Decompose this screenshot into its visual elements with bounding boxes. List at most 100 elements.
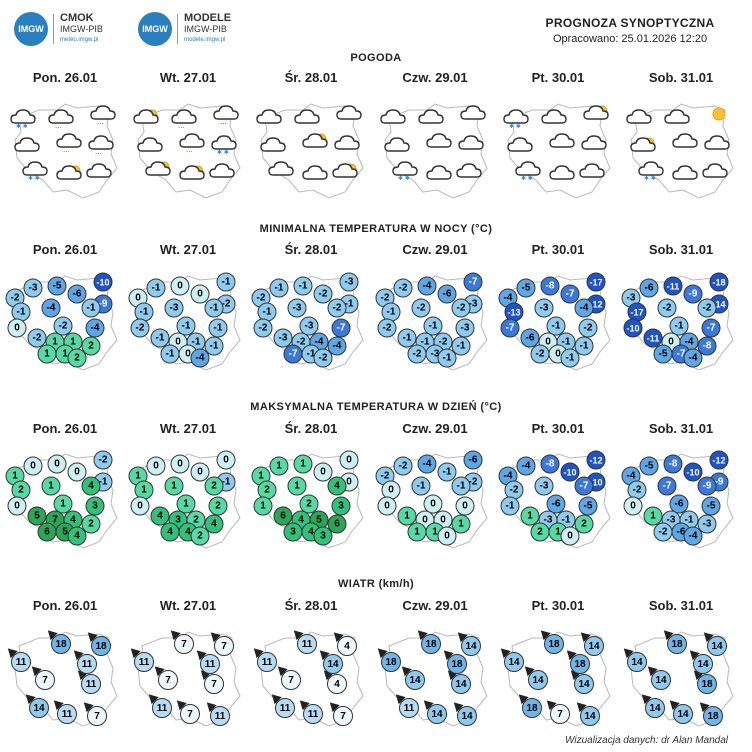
tmin-marker: -4: [190, 348, 210, 368]
wind-marker: 11: [193, 646, 220, 674]
sun-icon: [706, 104, 732, 124]
tmin-marker: 1: [37, 344, 57, 364]
svg-text:✱ ✱: ✱ ✱: [16, 123, 28, 130]
header: IMGW CMOK IMGW-PIB meteo.imgw.pl IMGW MO…: [0, 0, 752, 50]
tmax-marker: 0: [130, 496, 150, 516]
wind-marker: 14: [666, 696, 693, 724]
wind-marker: 14: [644, 662, 671, 690]
tmax-marker: 3: [85, 496, 105, 516]
tmin-marker: -2: [53, 316, 73, 336]
cloud-icon: [672, 164, 698, 184]
tmin-marker: -6: [437, 284, 457, 304]
wind-marker: 4: [320, 666, 347, 694]
tmin-marker: -7: [283, 344, 303, 364]
day-label: Śr. 28.01: [284, 421, 338, 436]
tmax-marker: 6: [37, 522, 57, 542]
tmax-marker: 1: [269, 456, 289, 476]
wind-marker: 18: [660, 626, 687, 654]
map-weather: [253, 96, 369, 202]
day-label: Śr. 28.01: [284, 70, 338, 85]
cloud-snow-icon: ✱ ✱: [503, 108, 529, 130]
tmin-marker: -1: [437, 348, 457, 368]
tmin-marker: -3: [534, 298, 554, 318]
tmin-marker: -1: [269, 278, 289, 298]
map-weather: ✱ ✱ ⁚⁚⁚ ⁚⁚⁚ ⁚⁚⁚ ⁚⁚⁚ ✱ ✱: [7, 96, 123, 202]
wind-marker: 18: [515, 690, 542, 718]
tmin-marker: -17: [586, 272, 606, 292]
svg-text:⁚⁚⁚: ⁚⁚⁚: [55, 122, 62, 130]
tmax-marker: 6: [327, 514, 347, 534]
logo-org: IMGW-PIB: [60, 23, 103, 34]
tmax-marker: -4: [417, 454, 437, 474]
day-label: Pt. 30.01: [531, 421, 585, 436]
day-label: Sob. 31.01: [648, 421, 714, 436]
wind-marker: 14: [316, 646, 343, 674]
cloud-icon: [507, 136, 533, 156]
tmin-marker: 2: [81, 336, 101, 356]
map-wind: 11 18 18 7 11 14 11 7 11: [4, 624, 123, 730]
cloud-snow-icon: ✱ ✱: [638, 160, 664, 182]
tmax-marker: 4: [160, 522, 180, 542]
day-label: Pt. 30.01: [531, 70, 585, 85]
tmax-marker: 4: [67, 526, 87, 546]
tmax-marker: 0: [47, 454, 67, 474]
tmin-marker: -3: [164, 298, 184, 318]
modele-logo[interactable]: IMGW MODELE IMGW-PIB modele.imgw.pl: [138, 12, 231, 46]
cloud-rain-icon: ⁚⁚⁚: [90, 104, 116, 126]
cloud-rain-icon: ⁚⁚⁚: [48, 108, 74, 130]
cloud-snow-icon: ✱ ✱: [10, 108, 36, 130]
tmin-marker: -2: [377, 318, 397, 338]
tmax-marker: 1: [407, 522, 427, 542]
tmin-marker: -7: [463, 272, 483, 292]
tmin-marker: -4: [41, 298, 61, 318]
tmin-marker: -10: [93, 272, 113, 292]
tmax-marker: 2: [574, 514, 594, 534]
wind-marker: 7: [274, 662, 301, 690]
tmax-marker: 1: [134, 480, 154, 500]
tmax-marker: 2: [208, 496, 228, 516]
wind-marker: 14: [444, 666, 471, 694]
tmin-marker: -2: [327, 298, 347, 318]
tmax-marker: 1: [164, 476, 184, 496]
cmok-logo[interactable]: IMGW CMOK IMGW-PIB meteo.imgw.pl: [14, 12, 103, 46]
wind-marker: 14: [420, 696, 447, 724]
map-tmax: 0 0 0 1 0 -1 1 1 2 0 1 2 4 3 2 4 4 4 2: [128, 446, 246, 552]
footer-credit: Wizualizacja danych: dr Alan Mandal: [565, 735, 728, 746]
day-label: Czw. 29.01: [402, 70, 468, 85]
tmin-marker: -5: [653, 344, 673, 364]
tmax-marker: -2: [653, 522, 673, 542]
tmax-marker: 1: [451, 514, 471, 534]
wind-marker: 11: [4, 644, 31, 672]
tmax-marker: 0: [423, 494, 443, 514]
tmin-marker: -7: [500, 318, 520, 338]
cloud-icon: [426, 164, 452, 184]
partly-sunny-icon: [302, 132, 328, 152]
logo-name: MODELE: [184, 11, 232, 24]
day-label: Wt. 27.01: [159, 421, 217, 436]
tmin-marker: -1: [560, 348, 580, 368]
tmax-marker: 0: [437, 526, 457, 546]
logo-mark: IMGW: [142, 23, 168, 34]
partly-sunny-icon: [630, 136, 656, 156]
wind-marker: 7: [207, 628, 234, 656]
tmin-marker: -3: [23, 278, 43, 298]
tmin-marker: -1: [423, 316, 443, 336]
logo-divider: [177, 14, 178, 44]
wind-marker: 7: [167, 626, 194, 654]
tmax-marker: 4: [204, 514, 224, 534]
tmin-marker: 2: [67, 348, 87, 368]
cloud-icon: [294, 108, 320, 128]
tmax-marker: 1: [643, 506, 663, 526]
tmin-marker: -8: [540, 276, 560, 296]
map-tmax: 0 0 -2 1 0 -1 2 1 4 0 1 3 5 7 4 2 6 5 4: [5, 446, 123, 552]
tmin-marker: -2: [578, 318, 598, 338]
wind-marker: 11: [203, 698, 230, 726]
svg-text:✱ ✱: ✱ ✱: [509, 123, 521, 130]
tmin-marker: -1: [81, 298, 101, 318]
tmin-marker: -2: [313, 348, 333, 368]
tmax-marker: 0: [170, 454, 190, 474]
tmin-marker: -1: [574, 336, 594, 356]
tmax-marker: 3: [331, 496, 351, 516]
cloud-icon: [14, 136, 40, 156]
